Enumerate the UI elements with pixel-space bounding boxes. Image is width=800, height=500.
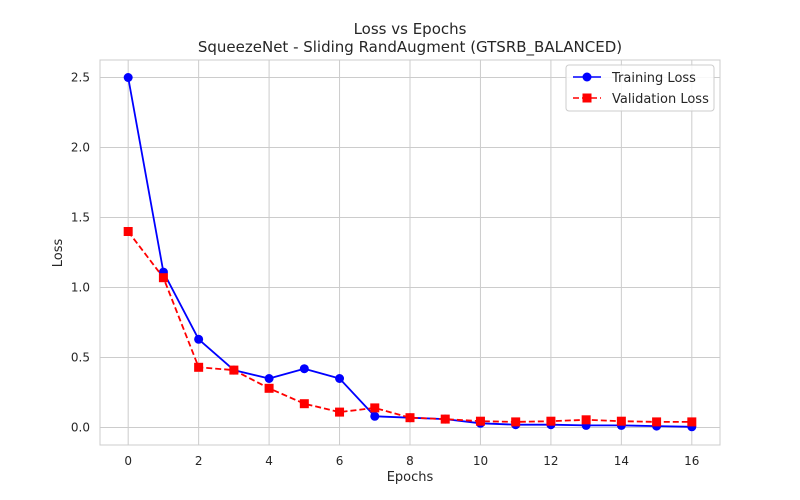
x-tick-label: 12	[543, 454, 558, 468]
x-tick-label: 4	[265, 454, 273, 468]
y-tick-label: 2.0	[71, 141, 90, 155]
validation-loss-point	[299, 399, 309, 409]
training-loss-point	[264, 374, 274, 383]
validation-loss-point	[405, 413, 415, 423]
y-tick-label: 0.0	[71, 421, 90, 435]
validation-loss-point	[546, 416, 556, 426]
validation-loss-point	[335, 407, 345, 417]
chart-title: Loss vs Epochs	[354, 20, 467, 38]
validation-loss-point	[194, 362, 204, 372]
y-tick-labels: 0.0 0.5 1.0 1.5 2.0 2.5	[71, 71, 90, 435]
legend-validation-label: Validation Loss	[612, 92, 709, 107]
grid	[100, 60, 720, 445]
plot-area: 0 2 4 6 8 10 12 14 16 0.0 0.5 1.0 1.5 2.0 2.5	[71, 59, 721, 468]
validation-loss-point	[652, 417, 662, 427]
validation-loss-point	[475, 416, 485, 426]
series-layer	[123, 73, 697, 432]
y-tick-label: 2.5	[71, 71, 90, 85]
training-loss-point	[194, 334, 204, 344]
validation-loss-point	[158, 273, 168, 283]
legend-validation-marker	[582, 93, 592, 103]
validation-loss-point	[581, 415, 591, 425]
validation-loss-point	[370, 403, 380, 413]
x-tick-label: 0	[124, 454, 132, 468]
training-loss-point	[335, 374, 345, 383]
legend-box	[565, 64, 715, 112]
y-axis-label: Loss	[51, 239, 66, 268]
chart-subtitle: SqueezeNet - Sliding RandAugment (GTSRB_…	[198, 38, 622, 57]
validation-loss-point	[616, 416, 626, 426]
x-tick-label: 16	[684, 454, 699, 468]
validation-loss-point	[229, 365, 239, 375]
x-tick-labels: 0 2 4 6 8 10 12 14 16	[124, 454, 699, 468]
validation-loss-point	[687, 417, 697, 427]
validation-loss-point	[440, 414, 450, 424]
validation-loss-point	[123, 227, 133, 236]
training-loss-point	[370, 411, 380, 421]
y-tick-label: 1.5	[71, 211, 90, 225]
x-tick-label: 14	[614, 454, 629, 468]
y-tick-label: 0.5	[71, 351, 90, 365]
axes-frame	[99, 59, 721, 446]
legend-training-marker	[582, 72, 592, 82]
legend-training-label: Training Loss	[611, 71, 696, 86]
x-axis-label: Epochs	[387, 470, 434, 485]
legend: Training Loss Validation Loss	[565, 64, 715, 112]
x-tick-label: 10	[473, 454, 488, 468]
x-tick-label: 8	[406, 454, 414, 468]
y-tick-label: 1.0	[71, 281, 90, 295]
x-tick-label: 6	[336, 454, 344, 468]
validation-loss-point	[264, 383, 274, 393]
training-loss-point	[123, 73, 133, 82]
validation-loss-point	[511, 417, 521, 427]
training-loss-point	[299, 364, 309, 374]
x-tick-label: 2	[195, 454, 203, 468]
